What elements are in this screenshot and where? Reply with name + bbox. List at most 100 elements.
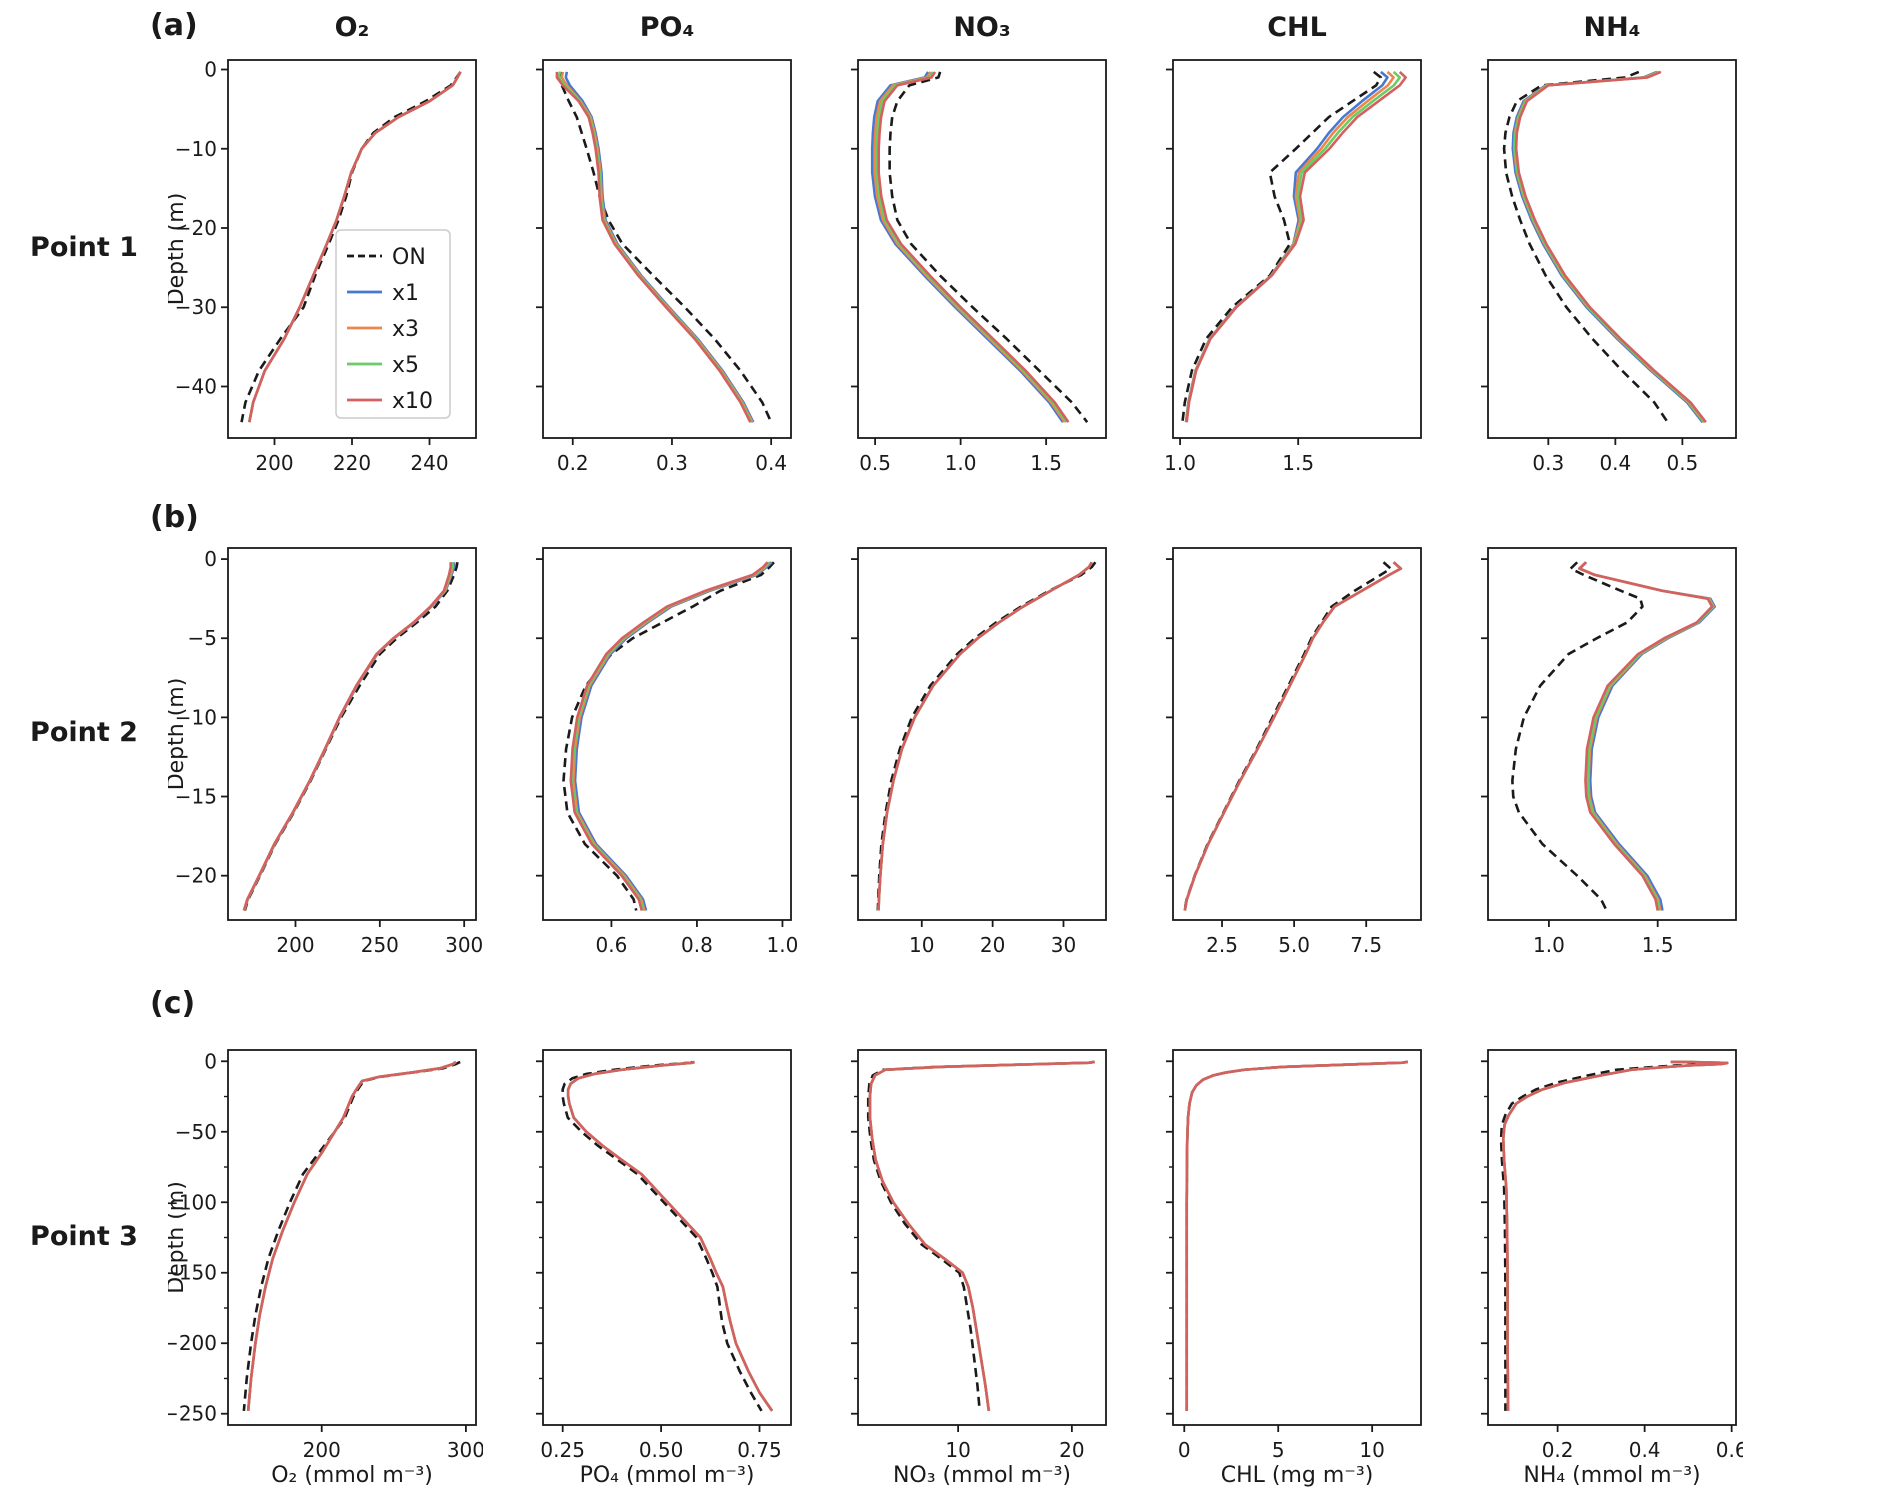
series-x3-line <box>1183 561 1403 911</box>
series-x1-line <box>1501 1060 1729 1411</box>
x-tick-label: 20 <box>1059 1438 1084 1462</box>
series-x10-line <box>555 71 752 423</box>
series-ON-line <box>561 1060 763 1412</box>
panel-letter: (a) <box>150 8 198 43</box>
x-tick-label: 300 <box>445 933 483 957</box>
series-x1-line <box>1578 561 1716 911</box>
x-tick-label: 0.25 <box>540 1438 585 1462</box>
plot-point2-col2: 0.6 0.8 1.0 <box>536 547 798 957</box>
plot-point3-col5: 0.2 0.4 0.6 <box>1481 1049 1743 1462</box>
series-ON-line <box>1183 561 1393 911</box>
plot-point2-col4: 2.5 5.0 7.5 <box>1166 547 1422 957</box>
series-x10-line <box>868 1060 1095 1412</box>
series-x1-line <box>1183 561 1403 911</box>
x-tick-label: 200 <box>276 933 314 957</box>
plot-point2-col5: 1.0 1.5 <box>1481 547 1737 957</box>
x-tick-label: 0.4 <box>755 451 787 475</box>
panel-spacer <box>483 500 798 540</box>
panel-spacer <box>1428 500 1743 540</box>
x-tick-label: 1.0 <box>767 933 798 957</box>
x-tick-label: 0.8 <box>681 933 713 957</box>
panels-strip: 200 250 300 0 −5 −10 −15 −20 Depth (m) 0.6 0.8 1.0 1… <box>168 500 1743 962</box>
axes-frame <box>857 1049 1107 1426</box>
series-x1-line <box>877 561 1093 911</box>
legend-label-x10: x10 <box>392 389 433 414</box>
series-x1-line <box>1511 70 1704 423</box>
plot-point1-col1: 200 220 240 0 −10 −20 −30 −40 Depth (m) ON x1 x3 x5 x… <box>168 58 477 475</box>
x-tick-label: 0 <box>1178 1438 1191 1462</box>
series-ON-line <box>242 1060 461 1412</box>
y-tick-label: −15 <box>175 785 217 809</box>
x-tick-label: 1.5 <box>1030 451 1062 475</box>
x-tick-label: 1.5 <box>1642 933 1674 957</box>
y-tick-label: −150 <box>168 1261 217 1285</box>
series-x10-line <box>1185 1060 1409 1411</box>
panel-spacer <box>1113 500 1428 540</box>
panel-point3-col1: 200 300 0 −50 −100 −150 −200 −250 Depth (m) O₂ (m… <box>168 986 483 1503</box>
x-tick-label: 0.2 <box>1542 1438 1574 1462</box>
panel-spacer <box>168 500 483 540</box>
panel-title: NO₃ <box>953 12 1011 43</box>
series-x1-line <box>564 71 755 423</box>
x-tick-label: 20 <box>980 933 1005 957</box>
series-x5-line <box>1501 1060 1729 1411</box>
plot-point3-col1: 200 300 0 −50 −100 −150 −200 −250 Depth (m) <box>168 1049 483 1462</box>
x-tick-label: 0.75 <box>737 1438 782 1462</box>
series-ON-line <box>1511 561 1644 912</box>
panel-letter: (c) <box>150 986 196 1021</box>
x-tick-label: 10 <box>945 1438 970 1462</box>
panel-spacer <box>483 986 798 1042</box>
row-head: Point 3 <box>0 986 168 1503</box>
x-axis-label: NO₃ (mmol m⁻³) <box>892 1463 1072 1488</box>
x-tick-label: 220 <box>333 451 371 475</box>
series-x10-line <box>877 561 1093 911</box>
point-label-2: Point 2 <box>30 717 138 748</box>
series-ON-line <box>562 561 775 911</box>
x-tick-label: 10 <box>909 933 934 957</box>
legend-label-x5: x5 <box>392 353 419 378</box>
panel-point1-col5: NH₄ 0.3 0.4 0.5 <box>1428 8 1743 480</box>
panel-spacer <box>798 986 1113 1042</box>
series-x5-line <box>875 71 1068 423</box>
row-head: Point 1 <box>0 8 168 480</box>
series-ON-line <box>888 71 1089 423</box>
axes-frame <box>1487 59 1737 439</box>
series-ON-line <box>243 562 459 911</box>
series-x10-line <box>1185 70 1407 423</box>
axes-frame <box>227 59 477 439</box>
x-tick-label: 2.5 <box>1206 933 1238 957</box>
x-axis-label: O₂ (mmol m⁻³) <box>271 1463 433 1488</box>
x-axis-label: PO₄ (mmol m⁻³) <box>579 1463 755 1488</box>
panel-point2-col4: 2.5 5.0 7.5 <box>1113 500 1428 962</box>
series-x10-line <box>248 71 462 423</box>
x-tick-label: 0.3 <box>656 451 688 475</box>
x-axis-label: CHL (mg m⁻³) <box>1220 1463 1374 1488</box>
series-x5-line <box>570 561 770 911</box>
axes-frame <box>227 1049 477 1426</box>
series-x3-line <box>1185 1060 1409 1411</box>
plot-point3-col4: 0 5 10 <box>1166 1049 1422 1462</box>
x-tick-label: 5 <box>1272 1438 1285 1462</box>
series-x1-line <box>870 71 1064 423</box>
axes-frame <box>227 547 477 921</box>
point-label-1: Point 1 <box>30 232 138 263</box>
plot-point1-col2: 0.2 0.3 0.4 <box>536 59 792 475</box>
x-tick-label: 0.5 <box>1666 451 1698 475</box>
y-tick-label: −100 <box>168 1190 217 1214</box>
plot-point3-col3: 10 20 <box>851 1049 1107 1462</box>
y-tick-label: −40 <box>175 374 217 398</box>
series-x5-line <box>1185 1060 1409 1411</box>
x-tick-label: 5.0 <box>1278 933 1310 957</box>
x-tick-label: 30 <box>1051 933 1076 957</box>
axes-frame <box>1487 547 1737 921</box>
x-tick-label: 10 <box>1359 1438 1384 1462</box>
y-tick-label: −50 <box>175 1120 217 1144</box>
y-tick-label: 0 <box>204 58 217 82</box>
y-tick-label: −10 <box>175 137 217 161</box>
axes-frame <box>1172 1049 1422 1426</box>
row-point-1: (a) Point 1 O₂ 200 220 240 0 −10 −20 −30 −40 Depth … <box>0 8 1892 480</box>
y-axis-label: Depth (m) <box>168 1181 189 1294</box>
plot-point1-col5: 0.3 0.4 0.5 <box>1481 59 1737 475</box>
y-tick-label: −250 <box>168 1402 217 1426</box>
